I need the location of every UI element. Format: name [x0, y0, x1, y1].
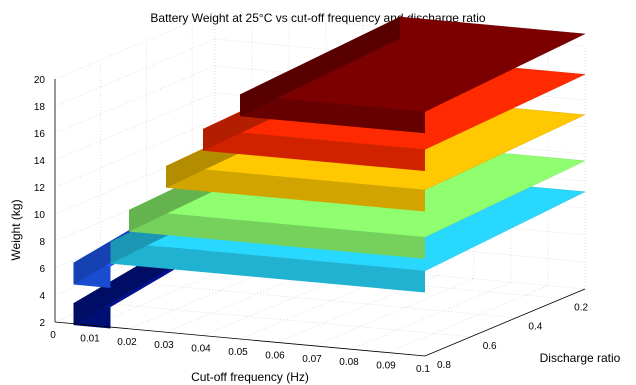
- x-tick-label: 0.01: [80, 333, 100, 344]
- surface-step-front: [203, 129, 425, 171]
- grid-line: [146, 283, 517, 319]
- x-tick-label: 0.09: [376, 361, 396, 372]
- grid-line: [214, 254, 586, 290]
- x-axis-label: Cut-off frequency (Hz): [191, 370, 309, 384]
- z-tick-label: 20: [34, 75, 46, 86]
- z-tick-label: 10: [34, 210, 46, 221]
- grid-line: [387, 285, 549, 353]
- z-tick-label: 16: [34, 129, 46, 140]
- surface-step-front: [240, 94, 425, 134]
- z-axis-label: Weight (kg): [9, 199, 23, 260]
- z-tick-label: 6: [39, 264, 45, 275]
- grid-line: [192, 264, 563, 299]
- surface-step-front: [110, 242, 425, 293]
- z-tick-label: 8: [39, 237, 45, 248]
- grid-line: [214, 200, 586, 236]
- grid-line: [54, 119, 216, 188]
- x-tick-label: 0: [50, 330, 56, 341]
- grid-line: [100, 302, 471, 338]
- x-tick-label: 0.06: [265, 350, 285, 361]
- grid-line: [54, 65, 216, 134]
- y-tick-label: 0.2: [574, 303, 588, 314]
- grid-line: [313, 278, 475, 347]
- grid-line: [214, 119, 586, 155]
- y-tick-label: 0.4: [528, 322, 542, 333]
- grid-line: [214, 227, 586, 263]
- surface-step: [239, 16, 586, 134]
- x-tick-label: 0.1: [416, 364, 430, 375]
- z-tick-label: 18: [34, 102, 46, 113]
- x-tick-label: 0.08: [339, 357, 359, 368]
- x-tick-label: 0.03: [154, 340, 174, 351]
- x-tick-label: 0.07: [302, 354, 322, 365]
- y-axis-line: [424, 288, 586, 357]
- z-tick-label: 12: [34, 183, 46, 194]
- grid-line: [54, 92, 216, 161]
- grid-line: [214, 38, 586, 74]
- grid-line: [54, 11, 216, 80]
- axes: 0 0.01 0.02 0.03 0.04 0.05 0.06 0.07 0.08 0.09 0.1…: [34, 75, 589, 375]
- surface-step-front: [166, 166, 425, 212]
- y-axis-label: Discharge ratio: [540, 351, 621, 365]
- grid-line: [54, 38, 216, 107]
- y-tick-label: 0.6: [483, 341, 497, 352]
- x-axis-line: [54, 321, 426, 357]
- z-tick-label: 14: [34, 156, 46, 167]
- x-tick-label: 0.02: [117, 337, 137, 348]
- x-tick-label: 0.04: [191, 344, 211, 355]
- grid-line: [350, 281, 512, 350]
- x-tick-label: 0.05: [228, 347, 248, 358]
- z-tick-label: 2: [39, 318, 45, 329]
- z-tick-label: 4: [39, 291, 45, 302]
- surface: [72, 16, 586, 329]
- surface-step-front: [129, 210, 425, 259]
- surface-step-side: [240, 16, 400, 117]
- y-tick-label: 0.8: [437, 360, 451, 371]
